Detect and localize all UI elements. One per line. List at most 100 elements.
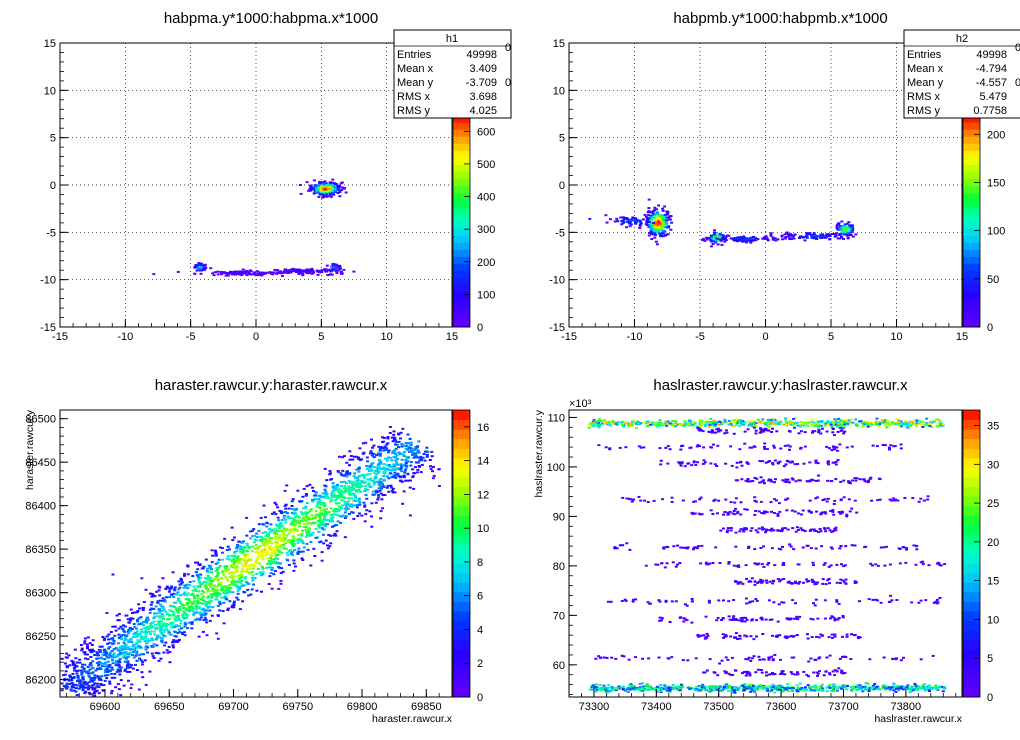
data-cell [314,184,318,187]
data-cell [198,618,202,621]
data-cell [130,683,134,686]
data-cell [345,475,349,478]
data-cell [888,424,892,427]
data-cell [317,271,321,274]
data-cell [265,521,269,524]
data-cell [312,490,315,492]
data-cell [161,637,164,640]
data-cell [75,661,79,664]
data-cell [64,670,68,673]
data-cell [798,425,802,428]
data-cell [215,577,219,580]
data-cell [392,456,396,459]
data-cell [348,458,352,461]
data-cell [712,237,716,240]
data-cell [707,425,711,428]
data-cell [167,590,171,593]
data-cell [158,586,162,589]
data-cell [600,420,604,423]
data-cell [157,621,161,624]
data-cell [94,669,98,672]
stats-row-value: 49998 [466,49,497,61]
stats-row-label: Mean x [397,63,434,75]
data-cell [658,419,662,422]
data-cell [89,677,93,680]
data-cell [246,544,250,547]
data-cell [295,270,299,273]
data-cell [746,420,750,423]
data-cell [216,561,220,564]
data-cell [317,506,321,509]
data-cell [88,642,92,645]
data-cell [73,648,77,651]
data-cell [802,424,806,427]
data-cell [659,423,663,426]
data-cell [183,584,187,587]
data-cell [932,420,936,423]
data-cell [379,481,383,484]
data-cell [193,612,197,614]
data-cell [372,472,376,475]
data-cell [262,504,266,507]
data-cell [299,539,303,542]
data-cell [264,541,267,544]
data-cell [425,455,429,458]
data-cell [285,512,289,515]
data-cell [331,490,335,492]
data-cell [177,599,181,601]
data-cell [159,631,163,634]
data-cell [203,613,207,616]
data-cell [310,272,314,275]
data-cell [356,515,360,517]
data-cell [111,662,115,665]
data-cell [232,600,236,603]
data-cell [406,479,410,482]
data-cell [833,418,837,421]
data-cell [846,422,850,425]
data-cell [661,423,665,426]
data-cell [130,641,134,644]
data-cell [114,629,118,632]
data-cell [402,450,406,453]
data-cell [317,195,321,198]
data-cell [298,272,302,274]
data-cell [241,568,245,571]
data-cell [220,588,224,591]
data-cell [652,210,655,213]
data-cell [165,596,168,599]
data-cell [177,588,181,591]
data-cell [379,446,383,448]
data-cell [292,508,296,511]
data-cell [341,456,345,459]
data-cell [831,420,835,423]
data-cell [848,225,852,228]
data-cell [597,418,601,421]
data-cell [221,571,225,574]
data-cell [646,422,650,425]
data-cell [325,264,329,267]
data-cell [212,592,216,595]
data-cell [617,421,621,424]
data-cell [671,425,675,428]
data-cell [278,509,282,512]
data-cell [205,621,209,624]
colorbar-segment [963,185,980,194]
data-cell [364,513,368,516]
data-cell [352,455,356,458]
data-cell [790,238,794,241]
data-cell [150,626,154,629]
data-cell [264,542,268,545]
data-cell [643,213,647,216]
data-cell [598,424,601,427]
data-cell [193,610,197,613]
data-cell [288,269,292,272]
data-cell [72,677,76,679]
data-cell [216,604,220,607]
data-cell [323,180,327,183]
data-cell [173,586,177,589]
data-cell [941,423,945,426]
data-cell [285,484,289,487]
data-cell [285,529,289,532]
data-cell [383,494,387,496]
data-cell [909,690,913,692]
